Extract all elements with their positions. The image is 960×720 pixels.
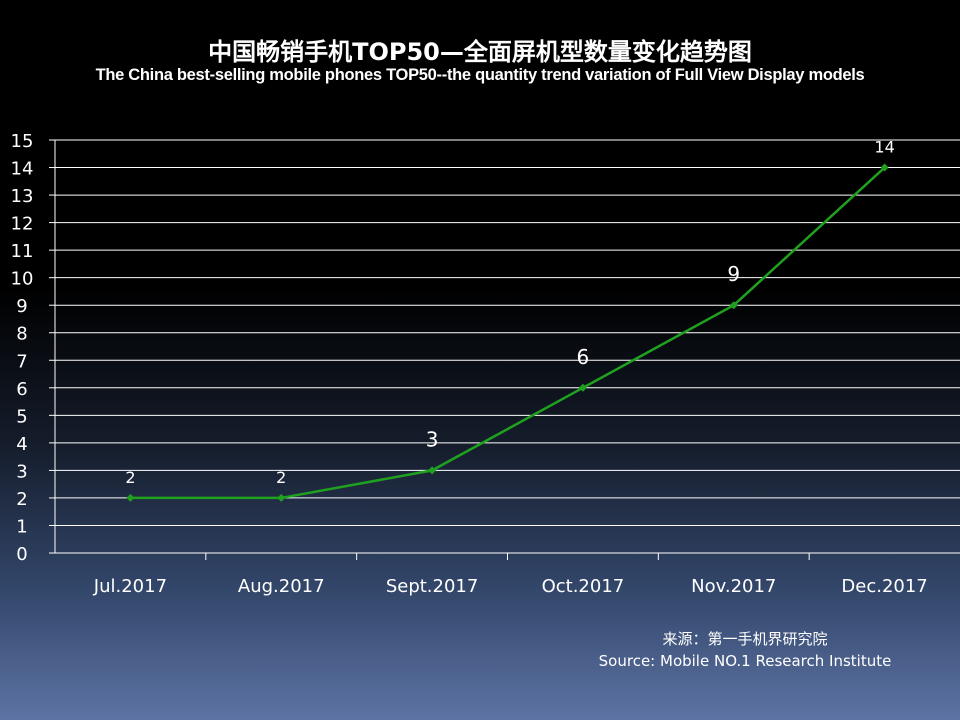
data-point-0: [126, 493, 135, 502]
data-point-4: [729, 301, 738, 310]
data-label-1: 2: [276, 468, 286, 487]
data-point-1: [277, 493, 286, 502]
x-tick-label-0: Jul.2017: [93, 576, 167, 597]
y-tick-label-3: 3: [16, 461, 27, 482]
source-en: Source: Mobile NO.1 Research Institute: [598, 652, 892, 670]
x-axis-ticks: Jul.2017 Aug.2017 Sept.2017 Oct.2017 Nov.201…: [93, 576, 928, 597]
y-tick-label-7: 7: [16, 351, 27, 372]
y-tick-label-4: 4: [16, 434, 27, 455]
data-label-5: 14: [874, 138, 894, 157]
data-labels: 2 2 3 6 9 14: [125, 138, 894, 487]
x-tick-label-1: Aug.2017: [238, 576, 325, 597]
chart-title: 中国畅销手机TOP50—全面屏机型数量变化趋势图: [208, 38, 752, 66]
data-point-5: [880, 163, 889, 172]
grid-lines: [49, 139, 960, 560]
x-tick-label-5: Dec.2017: [841, 576, 927, 597]
y-tick-label-8: 8: [16, 324, 27, 345]
data-label-2: 3: [426, 427, 439, 451]
source-note: 来源：第一手机界研究院 Source: Mobile NO.1 Research…: [560, 628, 930, 672]
data-label-0: 2: [125, 468, 135, 487]
data-point-3: [578, 383, 587, 392]
y-tick-label-13: 13: [11, 186, 34, 207]
data-label-4: 9: [727, 262, 740, 286]
y-tick-label-12: 12: [11, 214, 34, 235]
x-tick-label-3: Oct.2017: [542, 576, 625, 597]
x-tick-label-2: Sept.2017: [386, 576, 479, 597]
source-cn: 来源：第一手机界研究院: [662, 630, 828, 648]
y-tick-label-9: 9: [16, 296, 27, 317]
series-line: [126, 163, 889, 502]
y-tick-label-15: 15: [11, 131, 34, 152]
y-tick-label-11: 11: [11, 241, 34, 262]
y-tick-label-14: 14: [11, 159, 34, 180]
chart-subtitle: The China best-selling mobile phones TOP…: [95, 66, 865, 84]
data-point-2: [428, 466, 437, 475]
y-tick-label-0: 0: [16, 544, 27, 565]
y-tick-label-6: 6: [16, 379, 27, 400]
y-tick-label-1: 1: [16, 516, 27, 537]
y-tick-label-2: 2: [16, 489, 27, 510]
series-polyline: [130, 166, 886, 500]
x-tick-label-4: Nov.2017: [691, 576, 776, 597]
y-tick-label-5: 5: [16, 406, 27, 427]
data-label-3: 6: [577, 345, 590, 369]
y-tick-label-10: 10: [11, 269, 34, 290]
